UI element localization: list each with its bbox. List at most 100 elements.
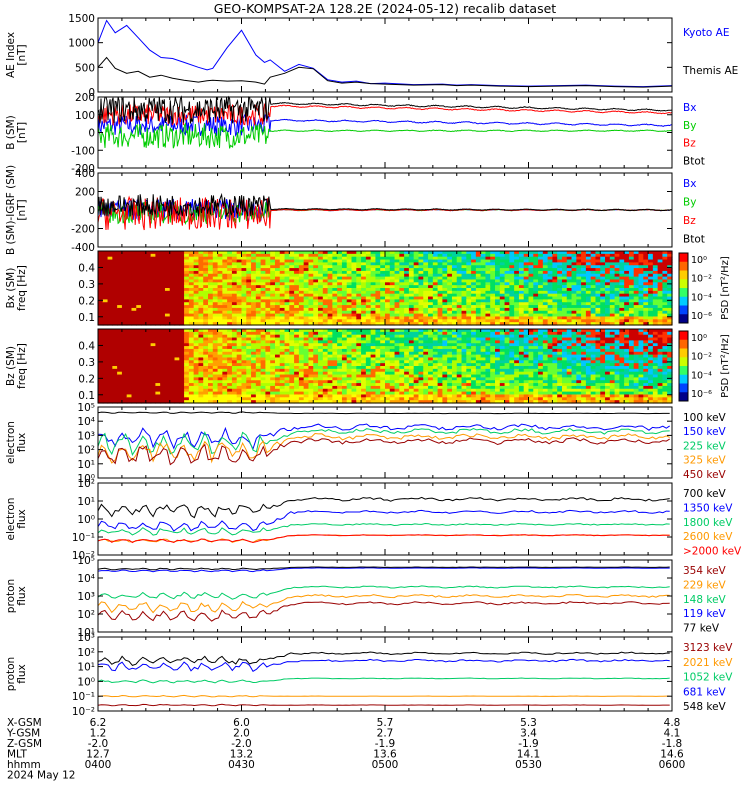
heatmap-cell [667, 319, 673, 323]
heatmap-cell [542, 265, 549, 269]
heatmap-cell [571, 302, 577, 306]
heatmap-cell [141, 259, 147, 263]
heatmap-cell [308, 259, 314, 263]
heatmap-cell [270, 337, 276, 341]
heatmap-cell [351, 319, 357, 323]
heatmap-cell [504, 305, 510, 309]
heatmap-cell [605, 265, 611, 269]
heatmap-cell [141, 302, 147, 306]
heatmap-cell [389, 270, 396, 275]
heatmap-cell [313, 334, 319, 339]
heatmap-cell [337, 290, 343, 295]
heatmap-cell [308, 394, 314, 398]
heatmap-cell [198, 313, 204, 318]
heatmap-cell [643, 273, 649, 278]
heatmap-cell [370, 296, 377, 300]
heatmap-cell [217, 360, 223, 364]
heatmap-cell [102, 380, 109, 384]
heatmap-cell [351, 331, 357, 336]
heatmap-cell [131, 276, 137, 281]
heatmap-cell [141, 368, 147, 373]
heatmap-cell [561, 256, 568, 261]
heatmap-cell [394, 307, 400, 312]
heatmap-cell [98, 394, 104, 398]
heatmap-cell [231, 388, 238, 393]
heatmap-cell [447, 313, 453, 318]
heatmap-cell [270, 363, 276, 367]
heatmap-cell [265, 270, 271, 275]
heatmap-cell [432, 296, 439, 300]
heatmap-cell [131, 397, 137, 401]
heatmap-cell [337, 279, 343, 283]
heatmap-cell [279, 288, 286, 292]
heatmap-cell [241, 360, 247, 364]
heatmap-cell [203, 262, 209, 266]
heatmap-cell [184, 259, 190, 263]
heatmap-cell [313, 377, 319, 381]
heatmap-cell [136, 265, 142, 269]
heatmap-cell [193, 273, 200, 278]
heatmap-cell [150, 299, 156, 303]
heatmap-cell [322, 383, 329, 387]
heatmap-cell [174, 343, 180, 347]
heatmap-cell [121, 319, 128, 323]
heatmap-cell [212, 383, 219, 387]
heatmap-cell [155, 288, 161, 292]
heatmap-cell [624, 276, 630, 281]
heatmap-cell [136, 290, 142, 295]
heatmap-cell [169, 310, 176, 315]
heatmap-cell [380, 394, 386, 398]
heatmap-cell [212, 273, 219, 278]
heatmap-cell [322, 343, 329, 347]
heatmap-cell [150, 273, 156, 278]
heatmap-cell [351, 385, 357, 390]
heatmap-cell [260, 251, 267, 255]
heatmap-cell [518, 279, 525, 283]
heatmap-cell [657, 290, 664, 295]
heatmap-cell [380, 268, 386, 272]
heatmap-cell [351, 296, 357, 300]
heatmap-cell [547, 253, 554, 258]
heatmap-cell [265, 319, 271, 323]
heatmap-cell [437, 256, 443, 261]
heatmap-cell [131, 383, 137, 387]
heatmap-cell [428, 307, 434, 312]
heatmap-cell [246, 279, 252, 283]
heatmap-cell [208, 288, 214, 292]
heatmap-cell [432, 288, 439, 292]
heatmap-cell [614, 307, 620, 312]
heatmap-cell [667, 307, 673, 312]
heatmap-cell [495, 282, 501, 286]
heatmap-cell [284, 270, 290, 275]
heatmap-cell [418, 307, 424, 312]
heatmap-cell [566, 310, 573, 315]
heatmap-cell [217, 363, 223, 367]
heatmap-cell [136, 270, 142, 275]
heatmap-cell [394, 279, 400, 283]
heatmap-cell [274, 337, 281, 341]
heatmap-cell [121, 276, 128, 281]
heatmap-cell [365, 385, 372, 390]
heatmap-cell [294, 302, 300, 306]
heatmap-cell [164, 251, 171, 255]
heatmap-cell [231, 366, 238, 370]
heatmap-cell [102, 391, 109, 396]
heatmap-cell [408, 259, 415, 263]
heatmap-cell [270, 340, 276, 344]
heatmap-cell [141, 334, 147, 339]
heatmap-cell [337, 380, 343, 384]
heatmap-cell [251, 276, 257, 281]
heatmap-cell [160, 299, 166, 303]
heatmap-cell [131, 288, 137, 292]
heatmap-cell [370, 316, 377, 320]
heatmap-cell [169, 262, 176, 266]
heatmap-cell [208, 319, 214, 323]
heatmap-cell [121, 394, 128, 398]
heatmap-cell [356, 270, 362, 275]
heatmap-cell [193, 302, 200, 306]
heatmap-cell [332, 253, 338, 258]
heatmap-cell [141, 366, 147, 370]
heatmap-cell [236, 371, 243, 376]
heatmap-cell [184, 391, 190, 396]
heatmap-cell [98, 391, 104, 396]
